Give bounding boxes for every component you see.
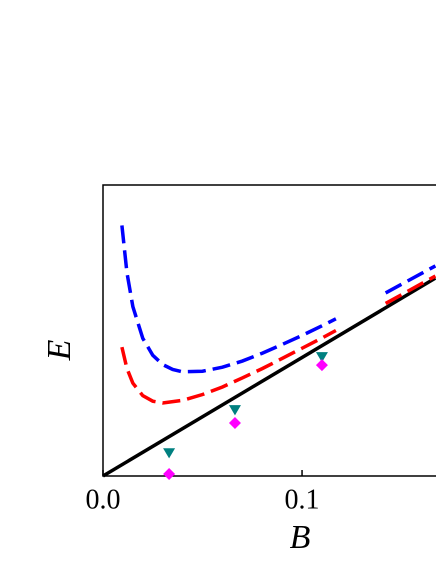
marker: [228, 417, 241, 430]
y-axis-label: E: [41, 339, 78, 361]
marker: [163, 467, 176, 480]
axes-frame: [102, 184, 436, 477]
marker: [315, 359, 328, 372]
curve: [120, 225, 436, 374]
x-axis-label: B: [290, 519, 311, 556]
marker: [315, 352, 328, 363]
x-tick-label: 0.0: [86, 484, 121, 515]
x-tick-label: 0.1: [285, 484, 320, 515]
curve: [120, 274, 436, 405]
marker: [163, 448, 176, 459]
curve: [102, 276, 436, 478]
marker: [228, 405, 241, 416]
